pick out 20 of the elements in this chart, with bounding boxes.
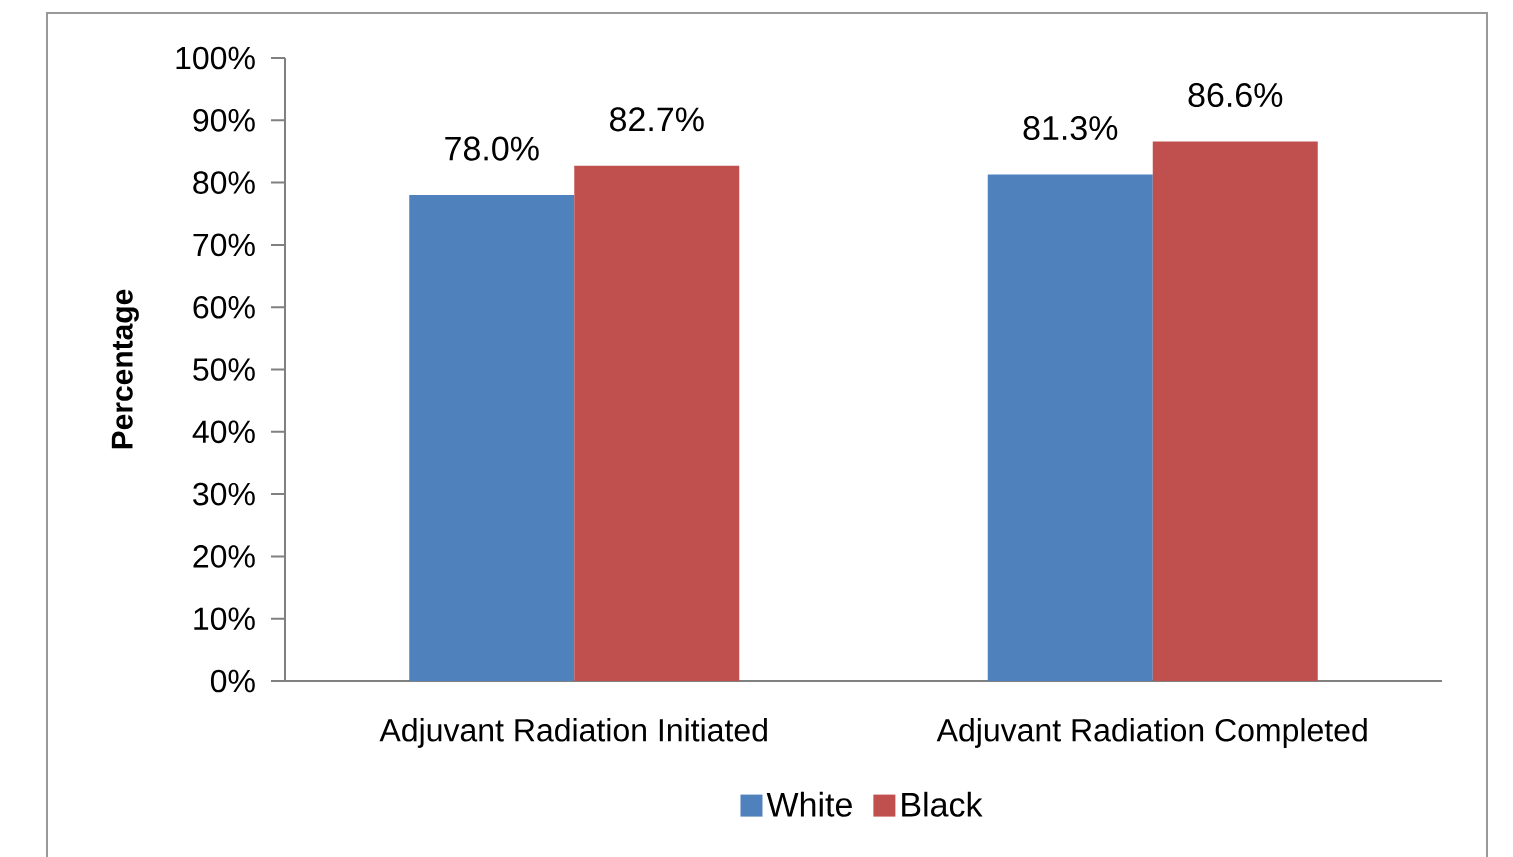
y-axis-title: Percentage [111,289,139,449]
y-tick-label: 70% [193,233,255,257]
y-tick-label: 10% [194,607,255,631]
legend-label: Black [902,791,983,817]
y-tick-label: 80% [193,171,255,194]
y-tick-label: 40% [192,420,255,444]
y-tick-label: 50% [193,358,255,381]
data-label: 78.0% [445,136,539,161]
y-tick-label: 60% [193,295,255,319]
y-tick-label: 30% [193,482,255,506]
data-label: 81.3% [1023,116,1118,141]
y-tick-label: 20% [193,545,255,568]
y-tick-label: 0% [210,669,255,693]
data-label: 86.6% [1188,83,1283,108]
y-tick-label: 100% [176,46,255,70]
x-tick-label: Adjuvant Radiation Completed [936,718,1367,748]
data-label: 82.7% [610,107,704,132]
y-tick-label: 90% [193,108,255,132]
x-tick-label: Adjuvant Radiation Initiated [379,718,767,748]
legend-label: White [766,791,852,817]
